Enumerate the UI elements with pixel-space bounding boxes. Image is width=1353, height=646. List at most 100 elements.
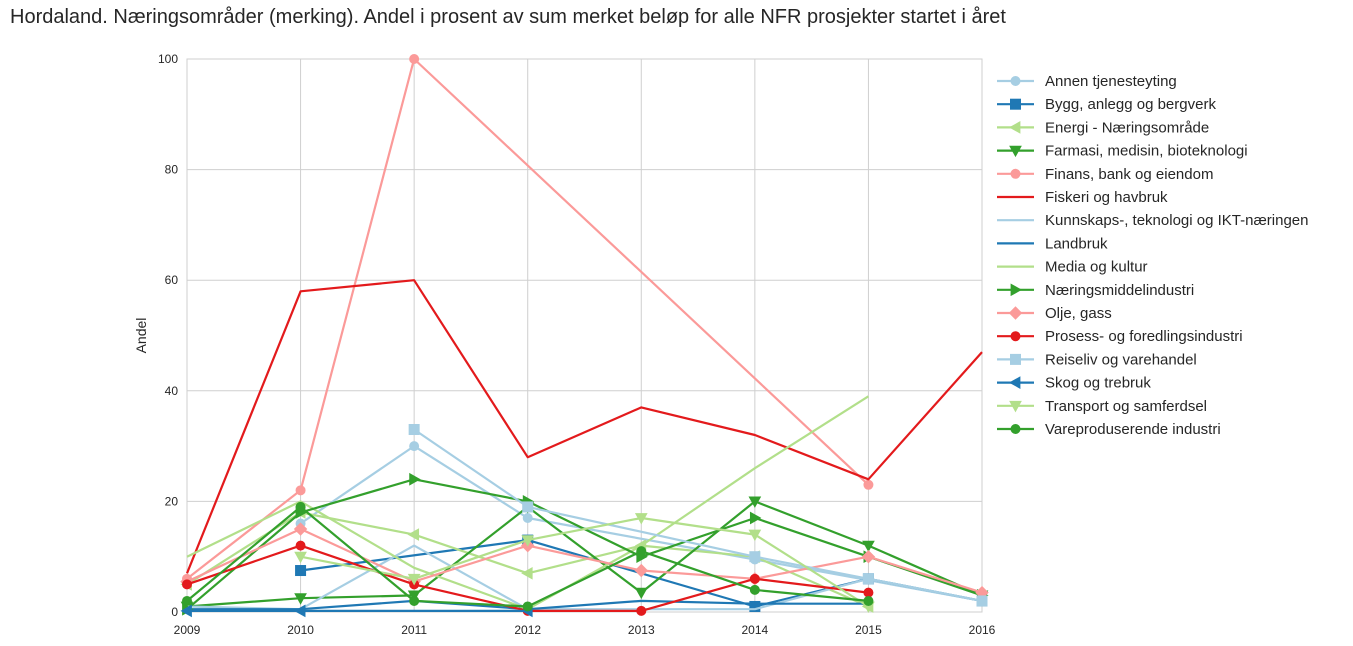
legend-marker xyxy=(1008,376,1021,389)
legend-item: Energi - Næringsområde xyxy=(997,119,1209,136)
data-point xyxy=(409,472,421,486)
data-point xyxy=(409,54,420,64)
legend-marker xyxy=(1008,121,1021,134)
data-point xyxy=(295,540,306,551)
series-12 xyxy=(408,424,988,607)
legend-label: Farmasi, medisin, bioteknologi xyxy=(1045,143,1248,160)
legend-label: Næringsmiddelindustri xyxy=(1045,282,1194,299)
data-point xyxy=(749,511,762,525)
data-point xyxy=(749,573,760,584)
x-tick-label: 2010 xyxy=(287,623,314,637)
legend-marker xyxy=(1010,98,1021,110)
legend-label: Annen tjenesteyting xyxy=(1045,73,1177,90)
x-tick-label: 2015 xyxy=(855,623,882,637)
data-point xyxy=(182,595,192,606)
data-point xyxy=(863,479,874,490)
data-point xyxy=(522,601,533,612)
legend-label: Energi - Næringsområde xyxy=(1045,119,1209,136)
legend-item: Kunnskaps-, teknologi og IKT-næringen xyxy=(997,212,1309,229)
data-point xyxy=(749,551,761,563)
data-point xyxy=(863,595,874,606)
legend-item: Skog og trebruk xyxy=(997,375,1151,392)
data-point xyxy=(521,535,535,547)
legend-marker xyxy=(1008,306,1023,320)
legend-label: Olje, gass xyxy=(1045,305,1112,322)
series-line xyxy=(185,279,983,574)
legend-label: Vareproduserende industri xyxy=(1045,421,1221,438)
data-point xyxy=(295,501,306,512)
x-tick-label: 2012 xyxy=(514,623,541,637)
legend-label: Media og kultur xyxy=(1045,259,1148,276)
y-tick-label: 60 xyxy=(165,273,179,287)
legend-label: Bygg, anlegg og bergverk xyxy=(1045,96,1216,113)
legend-item: Olje, gass xyxy=(997,305,1112,322)
data-point xyxy=(294,604,306,618)
data-point xyxy=(863,587,874,598)
x-tick-label: 2009 xyxy=(174,623,201,637)
legend-marker xyxy=(1010,424,1021,434)
data-point xyxy=(634,513,648,525)
data-point xyxy=(522,501,534,513)
legend-label: Transport og samferdsel xyxy=(1045,398,1207,415)
data-point xyxy=(521,566,533,580)
series-line xyxy=(186,57,870,580)
data-point xyxy=(408,424,420,436)
legend-label: Kunnskaps-, teknologi og IKT-næringen xyxy=(1045,212,1309,229)
series-line xyxy=(300,516,869,608)
data-point xyxy=(748,529,762,542)
legend-item: Reiseliv og varehandel xyxy=(997,351,1197,368)
y-tick-label: 40 xyxy=(165,384,179,398)
data-point xyxy=(407,573,421,586)
legend-marker xyxy=(1009,400,1022,413)
data-point xyxy=(749,600,761,612)
data-point xyxy=(293,522,308,536)
legend-marker xyxy=(1010,283,1023,297)
y-tick-label: 80 xyxy=(165,163,179,177)
legend-marker xyxy=(1010,331,1021,342)
series-15 xyxy=(182,501,874,612)
legend-item: Finans, bank og eiendom xyxy=(997,166,1213,183)
series-6 xyxy=(186,544,983,611)
data-point xyxy=(634,563,648,578)
legend-marker xyxy=(1010,353,1021,365)
data-point xyxy=(409,595,420,606)
data-point xyxy=(180,604,192,618)
chart-title: Hordaland. Næringsområder (merking). And… xyxy=(10,6,1006,28)
legend-item: Næringsmiddelindustri xyxy=(997,282,1194,299)
series-10 xyxy=(180,522,989,600)
data-point xyxy=(294,593,307,605)
legend-item: Transport og samferdsel xyxy=(997,398,1207,415)
y-axis-label: Andel xyxy=(133,318,149,354)
legend-item: Landbruk xyxy=(997,235,1108,252)
data-point xyxy=(295,565,307,577)
data-point xyxy=(522,512,533,523)
data-point xyxy=(294,551,307,564)
legend-item: Annen tjenesteyting xyxy=(997,73,1177,90)
data-point xyxy=(862,540,875,553)
legend-item: Farmasi, medisin, bioteknologi xyxy=(997,143,1248,160)
x-tick-label: 2014 xyxy=(742,623,769,637)
data-point xyxy=(862,573,874,585)
legend: Annen tjenesteyting Bygg, anlegg og bergv… xyxy=(997,73,1309,438)
data-point xyxy=(407,528,420,541)
legend-label: Skog og trebruk xyxy=(1045,375,1151,392)
x-tick-label: 2016 xyxy=(969,623,996,637)
legend-label: Finans, bank og eiendom xyxy=(1045,166,1213,183)
legend-label: Reiseliv og varehandel xyxy=(1045,351,1197,368)
data-point xyxy=(976,595,988,607)
series-4 xyxy=(182,54,874,584)
series-layer xyxy=(180,54,989,618)
axis-ticks: 2009 2010 2011 2012 2013 2014 2015 2016 0 20 40 60 8… xyxy=(158,52,996,637)
data-point xyxy=(636,605,647,616)
legend-label: Landbruk xyxy=(1045,235,1108,252)
legend-label: Prosess- og foredlingsindustri xyxy=(1045,328,1243,345)
x-tick-label: 2013 xyxy=(628,623,655,637)
data-point xyxy=(749,584,760,595)
legend-marker xyxy=(1010,76,1021,86)
y-tick-label: 20 xyxy=(165,494,179,508)
data-point xyxy=(634,587,648,600)
series-line xyxy=(186,544,983,611)
series-5 xyxy=(185,279,983,574)
data-point xyxy=(182,579,192,590)
